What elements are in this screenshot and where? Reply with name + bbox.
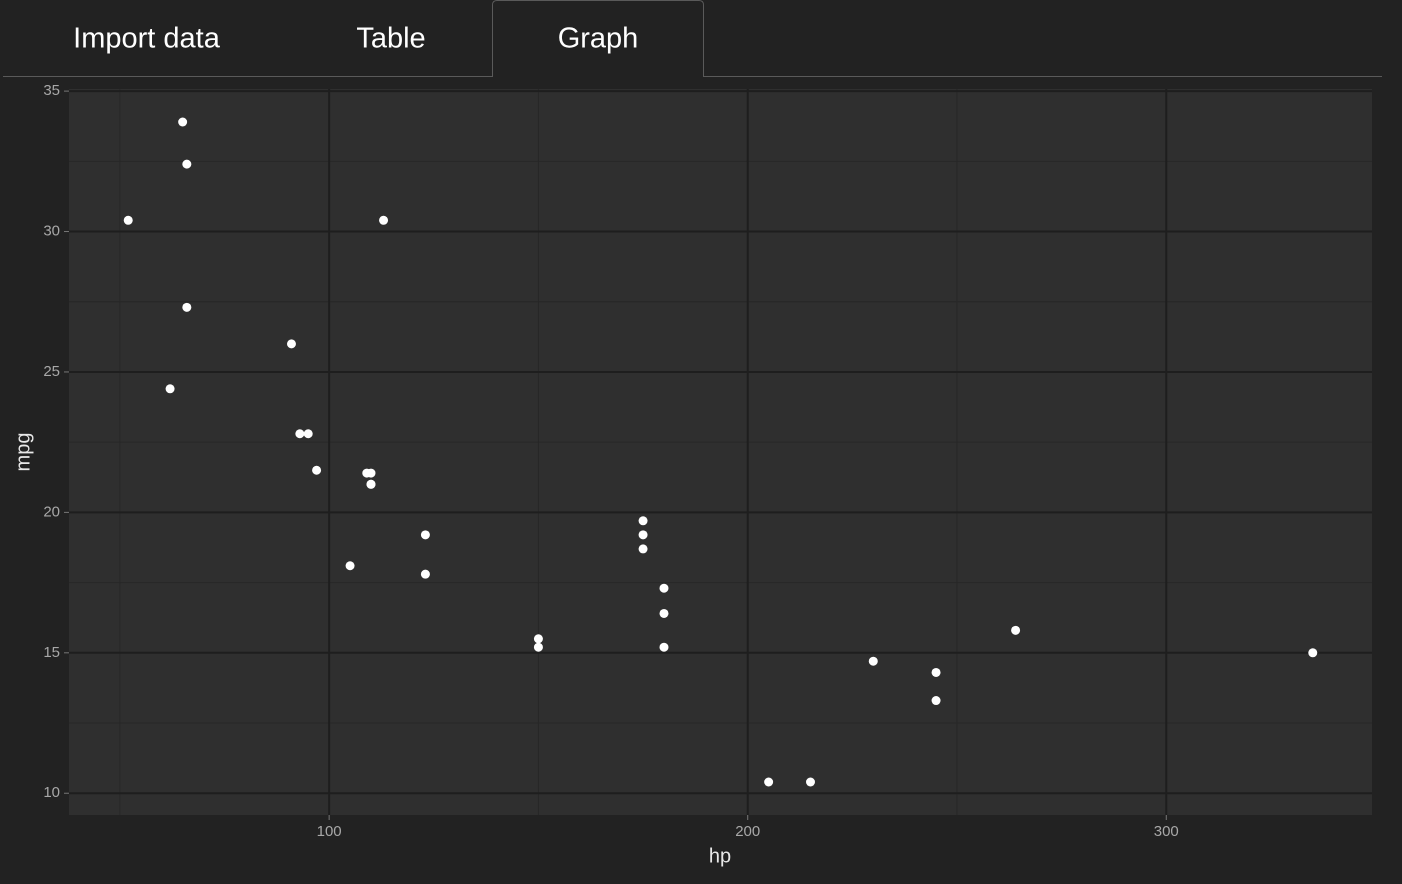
point <box>533 634 543 644</box>
point <box>178 117 188 127</box>
point <box>366 479 376 489</box>
plot-panel <box>69 89 1372 815</box>
point <box>659 608 669 618</box>
point <box>295 429 305 439</box>
y-tick-label: 15 <box>43 644 60 661</box>
point <box>303 429 313 439</box>
tab-label[interactable]: Table <box>356 23 425 55</box>
point <box>931 696 941 706</box>
x-tick-label: 100 <box>317 823 342 840</box>
point <box>312 465 322 475</box>
point <box>659 583 669 593</box>
y-tick-label: 25 <box>43 363 60 380</box>
x-tick-label: 300 <box>1154 823 1179 840</box>
point <box>379 215 389 225</box>
point <box>1308 648 1318 658</box>
point <box>638 530 648 540</box>
point <box>805 777 815 787</box>
point <box>1011 625 1021 635</box>
point <box>533 642 543 652</box>
active-tab <box>492 0 704 77</box>
point <box>165 384 175 394</box>
point <box>659 642 669 652</box>
tab-label[interactable]: Import data <box>73 23 221 55</box>
x-axis-title: hp <box>709 845 731 867</box>
point <box>638 516 648 526</box>
tab-bar: Import data Table Graph <box>3 0 1382 77</box>
y-tick-label: 20 <box>43 503 60 520</box>
point <box>182 159 192 169</box>
point <box>286 339 296 349</box>
y-tick-label: 35 <box>43 82 60 99</box>
point <box>420 530 430 540</box>
point <box>638 544 648 554</box>
point <box>123 215 133 225</box>
y-axis-title: mpg <box>12 433 34 472</box>
point <box>764 777 774 787</box>
point <box>345 561 355 571</box>
x-tick-label: 200 <box>735 823 760 840</box>
point <box>182 302 192 312</box>
point <box>868 656 878 666</box>
plot: 100 200 300 10 15 20 25 30 35 <box>43 82 1372 840</box>
y-tick-label: 30 <box>43 223 60 240</box>
point <box>362 468 372 478</box>
point <box>931 667 941 677</box>
tab-label[interactable]: Graph <box>558 23 639 55</box>
y-tick-label: 10 <box>43 784 60 801</box>
point <box>420 569 430 579</box>
